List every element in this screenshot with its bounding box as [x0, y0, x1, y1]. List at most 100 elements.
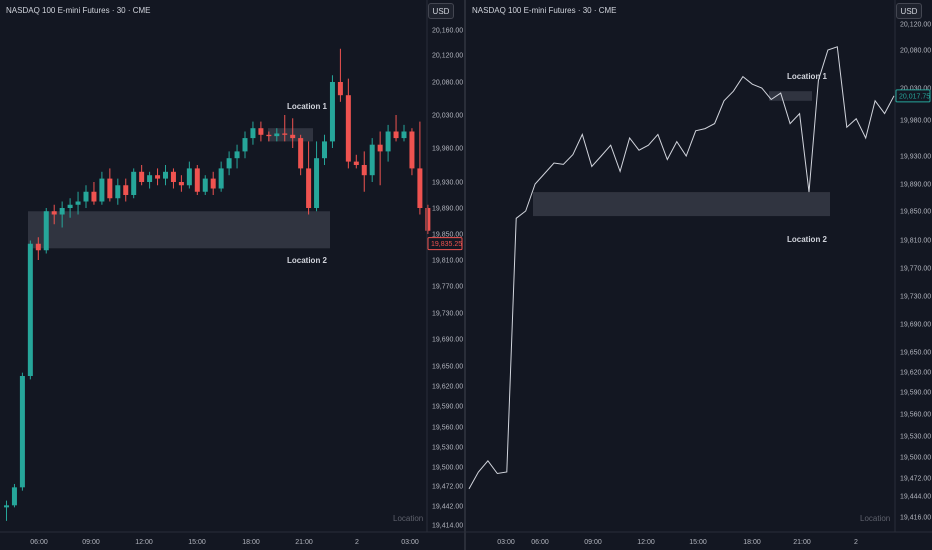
right-y-tick-label: 19,620.00 — [900, 370, 931, 377]
right-x-tick-label: 12:00 — [637, 539, 655, 546]
left-chart-pane[interactable]: Location 1 Location 2 20,160.00 20,120.00 20… — [0, 0, 464, 550]
candle-body — [401, 131, 407, 139]
left-x-tick-label: 06:00 — [30, 539, 48, 546]
right-y-tick-label: 19,890.00 — [900, 182, 931, 189]
candle-body — [202, 178, 208, 192]
candle-body — [123, 185, 129, 195]
right-x-tick-label: 03:00 — [497, 539, 515, 546]
right-price-tag-label: 20,017.75 — [899, 93, 930, 100]
right-y-tick-label: 19,500.00 — [900, 455, 931, 462]
right-y-tick-label: 19,650.00 — [900, 350, 931, 357]
left-y-tick-label: 19,590.00 — [432, 404, 463, 411]
candle-body — [75, 201, 81, 205]
candle-body — [337, 82, 343, 96]
left-y-tick-label: 20,120.00 — [432, 53, 463, 60]
candle-body — [115, 185, 121, 199]
candle-body — [298, 138, 304, 169]
left-x-tick-label: 21:00 — [295, 539, 313, 546]
candle-body — [242, 138, 248, 152]
candle-body — [147, 175, 153, 182]
right-y-tick-label: 19,770.00 — [900, 266, 931, 273]
left-y-tick-label: 19,980.00 — [432, 146, 463, 153]
right-y-tick-label: 19,690.00 — [900, 322, 931, 329]
left-zone-location-1 — [268, 128, 313, 142]
right-chart-pane[interactable]: Location 1 Location 2 20,120.00 20,080.00 20… — [466, 0, 932, 550]
left-symbol-title[interactable]: NASDAQ 100 E-mini Futures · 30 · CME — [6, 6, 151, 15]
left-y-tick-label: 19,414.00 — [432, 523, 463, 530]
left-y-tick-label: 19,730.00 — [432, 311, 463, 318]
right-y-tick-label: 19,590.00 — [900, 390, 931, 397]
left-y-tick-label: 19,620.00 — [432, 384, 463, 391]
candle-body — [59, 208, 65, 215]
left-x-tick-label: 03:00 — [401, 539, 419, 546]
candle-body — [83, 191, 89, 202]
candle-body — [290, 134, 296, 139]
left-y-tick-label: 19,810.00 — [432, 258, 463, 265]
candle-body — [51, 211, 57, 215]
candle-body — [67, 204, 73, 208]
left-x-tick-label: 2 — [355, 539, 359, 546]
right-x-tick-label: 15:00 — [689, 539, 707, 546]
candle-body — [393, 131, 399, 139]
right-y-tick-label: 20,080.00 — [900, 48, 931, 55]
candle-body — [234, 151, 240, 159]
candle-body — [417, 168, 423, 208]
right-y-tick-label: 19,444.00 — [900, 494, 931, 501]
right-y-tick-label: 19,530.00 — [900, 434, 931, 441]
left-y-tick-label: 19,930.00 — [432, 180, 463, 187]
right-line-chart[interactable]: Location 1 Location 2 20,120.00 20,080.00 20… — [466, 0, 932, 550]
candle-body — [274, 133, 280, 137]
candle-body — [178, 182, 184, 186]
candle-body — [99, 178, 105, 202]
left-currency-button[interactable]: USD — [428, 3, 454, 19]
right-zone-location-1 — [769, 91, 812, 101]
candle-body — [369, 144, 375, 176]
candle-body — [250, 128, 256, 139]
left-x-tick-label: 18:00 — [242, 539, 260, 546]
left-annotation-location-1: Location 1 — [287, 102, 328, 111]
candle-body — [314, 158, 320, 208]
right-symbol-title[interactable]: NASDAQ 100 E-mini Futures · 30 · CME — [472, 6, 617, 15]
candle-body — [43, 211, 49, 251]
right-y-tick-label: 19,930.00 — [900, 154, 931, 161]
right-y-tick-label: 19,850.00 — [900, 209, 931, 216]
candle-body — [170, 171, 176, 182]
right-annotation-location-1: Location 1 — [787, 72, 828, 81]
candle-body — [11, 487, 17, 506]
candle-body — [163, 171, 168, 179]
candle-body — [425, 208, 431, 231]
left-y-tick-label: 19,530.00 — [432, 445, 463, 452]
pane-divider[interactable] — [464, 0, 466, 550]
candle-body — [282, 133, 288, 135]
left-y-tick-label: 19,890.00 — [432, 206, 463, 213]
candle-body — [329, 82, 335, 142]
candle-body — [385, 131, 391, 152]
left-y-tick-label: 19,690.00 — [432, 337, 463, 344]
right-watermark: Location — [860, 514, 891, 523]
right-y-tick-label: 19,810.00 — [900, 238, 931, 245]
candle-body — [226, 158, 232, 169]
right-x-tick-label: 06:00 — [531, 539, 549, 546]
right-x-tick-label: 18:00 — [743, 539, 761, 546]
candle-body — [218, 168, 224, 189]
left-annotation-location-2: Location 2 — [287, 256, 328, 265]
candle-body — [19, 376, 25, 488]
candle-body — [4, 505, 9, 508]
candle-body — [345, 95, 351, 162]
candle-body — [139, 171, 145, 182]
left-y-tick-label: 19,560.00 — [432, 425, 463, 432]
right-annotation-location-2: Location 2 — [787, 235, 828, 244]
left-y-tick-label: 19,850.00 — [432, 232, 463, 239]
right-y-tick-label: 19,416.00 — [900, 515, 931, 522]
left-y-tick-label: 19,650.00 — [432, 364, 463, 371]
right-y-tick-label: 20,120.00 — [900, 22, 931, 29]
left-y-tick-label: 19,770.00 — [432, 284, 463, 291]
candle-body — [194, 168, 200, 192]
right-currency-button[interactable]: USD — [896, 3, 922, 19]
candle-body — [306, 168, 312, 208]
candle-body — [107, 178, 113, 199]
left-price-tag-label: 19,835.25 — [431, 241, 462, 248]
right-y-tick-label: 19,980.00 — [900, 118, 931, 125]
left-y-tick-label: 20,030.00 — [432, 113, 463, 120]
